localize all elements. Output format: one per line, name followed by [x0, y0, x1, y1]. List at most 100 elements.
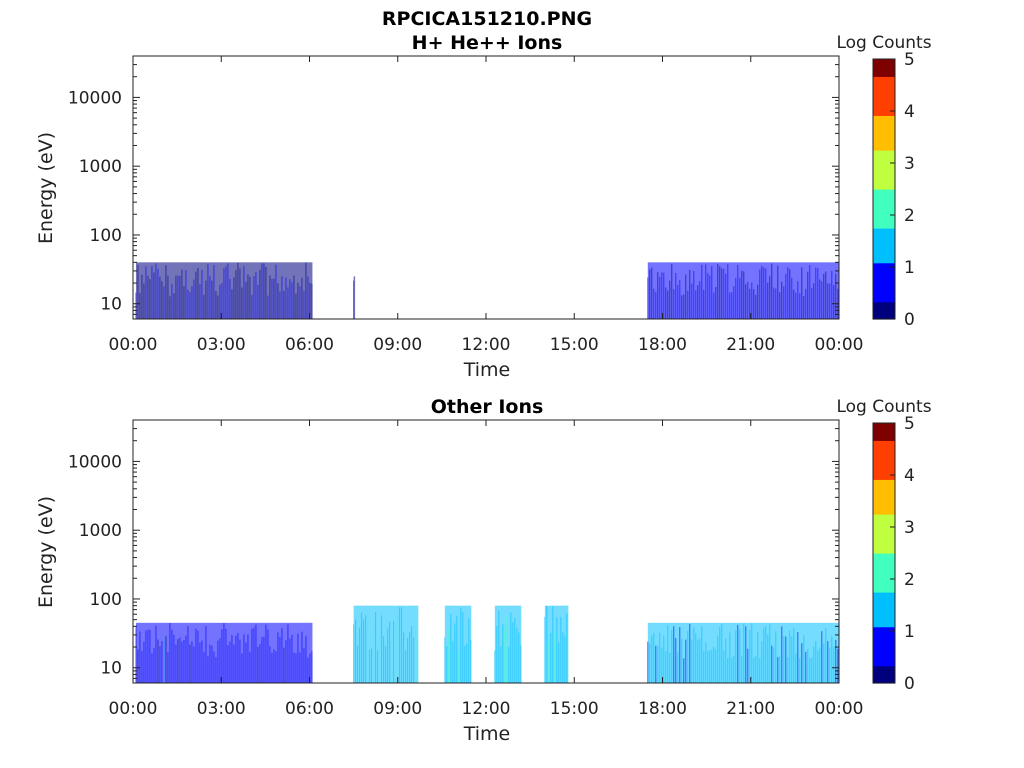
colorbar-swatch: [873, 635, 895, 641]
colorbar-swatch: [873, 678, 895, 684]
colorbar-swatch: [873, 587, 895, 593]
x-tick-label: 18:00: [638, 335, 687, 355]
colorbar-swatch: [873, 280, 895, 285]
colorbar-swatch: [873, 670, 895, 675]
colorbar-swatch: [873, 509, 895, 515]
colorbar-swatch: [873, 661, 895, 667]
colorbar-swatch: [873, 492, 895, 498]
colorbar-swatch: [873, 76, 895, 82]
x-tick-label: 15:00: [550, 335, 599, 355]
colorbar-swatch: [873, 89, 895, 95]
colorbar-swatch: [873, 453, 895, 459]
x-tick-label: 00:00: [815, 699, 864, 719]
y-tick-label: 10000: [68, 88, 122, 108]
colorbar-swatch: [873, 483, 895, 489]
colorbar-swatch: [873, 444, 895, 450]
y-tick-label: 10: [100, 659, 122, 679]
colorbar-swatch: [873, 206, 895, 212]
colorbar-swatch: [873, 137, 895, 142]
y-axis-label-h-he: Energy (eV): [35, 132, 57, 244]
colorbar-swatch: [873, 202, 895, 207]
colorbar-swatch: [873, 531, 895, 537]
colorbar-swatch: [873, 639, 895, 645]
colorbar-swatch: [873, 98, 895, 103]
spectrogram-block: [647, 622, 839, 683]
x-axis-label-other: Time: [463, 723, 511, 745]
x-tick-label: 12:00: [462, 335, 511, 355]
colorbar-swatch: [873, 479, 895, 485]
colorbar-swatch: [873, 167, 895, 173]
colorbar-swatch: [873, 59, 895, 64]
colorbar-swatch: [873, 176, 895, 181]
x-tick-label: 00:00: [109, 699, 158, 719]
colorbar-swatch: [873, 63, 895, 69]
colorbar-swatch: [873, 609, 895, 615]
spectrogram-block: [135, 262, 313, 319]
colorbar-swatch: [873, 67, 895, 73]
colorbar-swatch: [873, 193, 895, 199]
colorbar-swatch: [873, 236, 895, 242]
colorbar-swatch: [873, 262, 895, 268]
colorbar-swatch: [873, 440, 895, 446]
colorbar-swatch: [873, 631, 895, 636]
colorbar-swatch: [873, 154, 895, 160]
y-tick-label: 1000: [79, 521, 122, 541]
colorbar-tick-label: 2: [904, 206, 915, 226]
colorbar-swatch: [873, 583, 895, 589]
colorbar-swatch: [873, 115, 895, 121]
spectrogram-block: [544, 605, 569, 683]
colorbar-swatch: [873, 150, 895, 155]
colorbar-swatch: [873, 436, 895, 441]
colorbar-swatch: [873, 293, 895, 298]
colorbar-swatch: [873, 527, 895, 532]
colorbar-swatch: [873, 297, 895, 303]
colorbar-tick-label: 0: [904, 310, 915, 330]
colorbar-swatch: [873, 93, 895, 99]
colorbar-swatch: [873, 111, 895, 116]
colorbar-swatch: [873, 245, 895, 251]
x-tick-label: 00:00: [815, 335, 864, 355]
colorbar-tick-label: 3: [904, 518, 915, 538]
colorbar-swatch: [873, 249, 895, 255]
colorbar-swatch: [873, 496, 895, 502]
panel-other-ions: Other Ions Time Energy (eV) Log Counts 0…: [35, 396, 932, 745]
y-tick-label: 100: [90, 590, 122, 610]
x-axis-label-h-he: Time: [463, 359, 511, 381]
colorbar-swatch: [873, 314, 895, 320]
colorbar-swatch: [873, 470, 895, 476]
colorbar-swatch: [873, 579, 895, 584]
colorbar-swatch: [873, 232, 895, 238]
colorbar-frame: [872, 422, 896, 684]
colorbar-swatch: [873, 449, 895, 454]
colorbar-swatch: [873, 128, 895, 134]
panel-h-he-ions: H+ He++ Ions Time Energy (eV) Log Counts…: [35, 32, 932, 381]
colorbar-swatch: [873, 163, 895, 168]
y-tick-label: 10: [100, 295, 122, 315]
x-tick-label: 09:00: [373, 335, 422, 355]
colorbar-swatch: [873, 431, 895, 437]
colorbar-swatch: [873, 457, 895, 463]
spectrogram-block: [494, 605, 522, 683]
colorbar-tick-label: 1: [904, 622, 915, 642]
colorbar-swatch: [873, 215, 895, 220]
colorbar-swatch: [873, 423, 895, 428]
colorbar-swatch: [873, 514, 895, 519]
colorbar-swatch: [873, 267, 895, 272]
spectrogram-block: [353, 605, 419, 683]
y-tick-label: 10000: [68, 452, 122, 472]
colorbar-swatch: [873, 613, 895, 619]
colorbar-swatch: [873, 553, 895, 558]
colorbar-swatch: [873, 124, 895, 129]
colorbar-swatch: [873, 145, 895, 151]
colorbar-swatch: [873, 80, 895, 86]
y-axis-label-other: Energy (eV): [35, 496, 57, 608]
x-tick-label: 21:00: [726, 699, 775, 719]
colorbar-swatch: [873, 171, 895, 177]
colorbar-swatch: [873, 544, 895, 550]
colorbar-swatch: [873, 501, 895, 506]
x-tick-label: 00:00: [109, 335, 158, 355]
x-tick-label: 06:00: [285, 335, 334, 355]
colorbar-swatch: [873, 522, 895, 528]
colorbar-swatch: [873, 574, 895, 580]
